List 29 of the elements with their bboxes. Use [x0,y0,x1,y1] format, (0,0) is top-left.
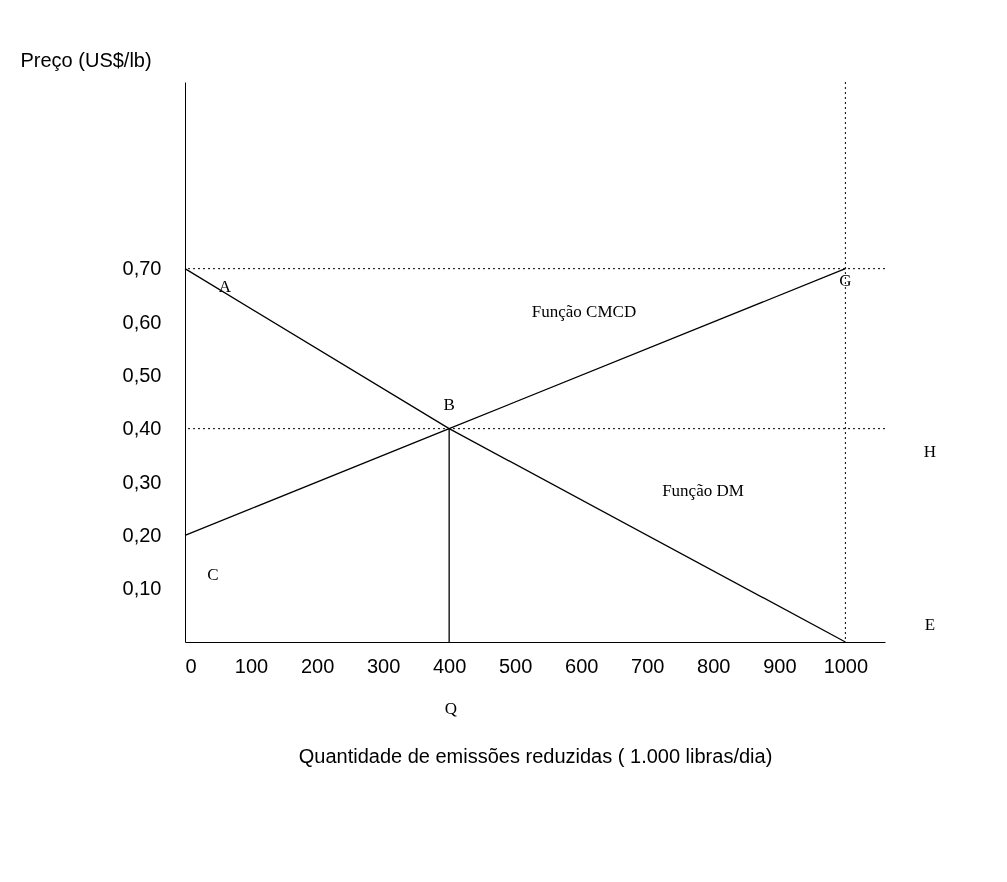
annotation: Função DM [662,480,744,500]
x-tick-label: 200 [300,654,335,677]
x-tick-label: 600 [565,654,599,677]
annotation: Função CMCD [531,301,637,321]
y-tick-label: 0,70 [122,257,162,280]
x-tick-label: 800 [697,654,731,677]
y-tick-label: 0,40 [122,417,162,440]
annotation: B [443,394,455,414]
x-tick-label: 300 [366,654,401,677]
x-tick-label: 0 [185,654,197,677]
text: H [923,441,937,461]
annotation: A [218,276,232,296]
annotation: C [207,565,219,585]
y-tick-label: 0,60 [122,310,162,333]
annotation: G [839,270,852,290]
x-tick-label: 100 [234,654,269,677]
y-tick-label: 0,10 [122,577,162,600]
x-tick-label: 500 [499,654,533,677]
text: Q [444,699,458,719]
text: E [924,615,936,635]
y-tick-label: 0,30 [122,470,162,493]
x-axis-title: Quantidade de emissões reduzidas ( 1.000 libras/dia) [298,744,773,767]
y-tick-label: 0,20 [122,523,162,546]
x-tick-label: 700 [631,654,665,677]
x-tick-label: 400 [432,654,467,677]
x-tick-label: 1000 [823,654,869,677]
y-axis-title: Preço (US$/lb) [20,48,152,71]
x-tick-label: 900 [763,654,797,677]
y-tick-label: 0,50 [122,363,162,386]
